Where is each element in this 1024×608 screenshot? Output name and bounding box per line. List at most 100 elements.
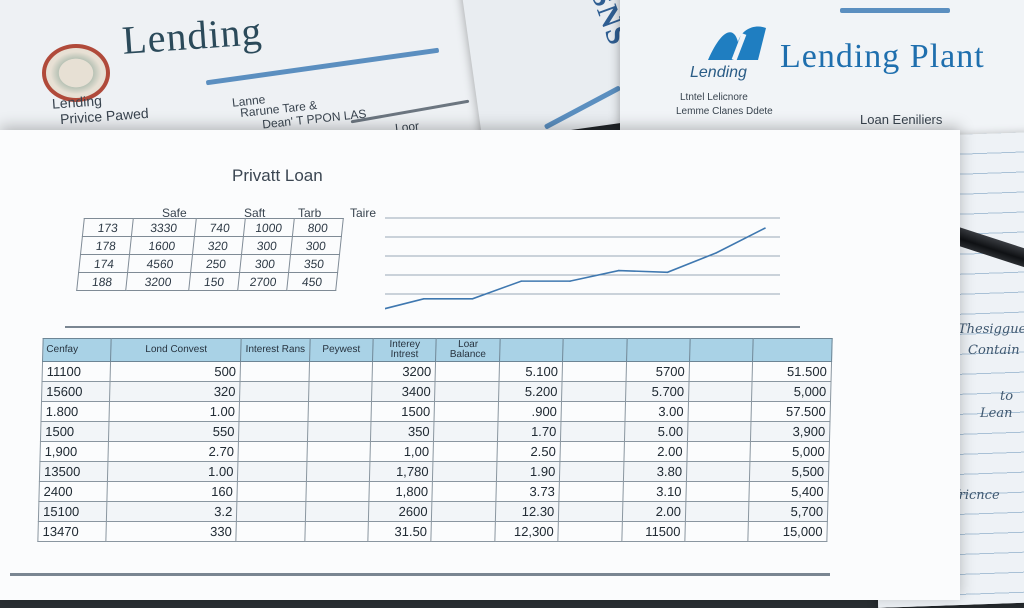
ledger-cell: 5.200 xyxy=(498,381,563,402)
ledger-cell xyxy=(560,421,625,442)
ledger-row: 1.800 1.00 1500 .900 3.00 57.500 xyxy=(40,401,831,422)
ledger-cell xyxy=(562,361,627,382)
ledger-cell xyxy=(305,501,369,522)
ledger-cell: 15100 xyxy=(38,501,108,522)
ledger-cell: 57.500 xyxy=(751,401,831,422)
summary-cell: 300 xyxy=(290,236,342,255)
ledger-cell: .900 xyxy=(497,401,562,422)
ledger-cell xyxy=(238,421,308,442)
ledger-header-cell: Peywest xyxy=(309,338,374,362)
summary-cell: 178 xyxy=(80,236,132,255)
ledger-cell: 1,900 xyxy=(39,441,109,462)
ledger-cell: 3.00 xyxy=(624,401,689,422)
ledger-cell: 320 xyxy=(109,381,241,402)
ledger-cell: 350 xyxy=(370,421,435,442)
ledger-row: 1500 550 350 1.70 5.00 3,900 xyxy=(40,421,830,442)
ledger-cell: 500 xyxy=(110,361,241,382)
ledger-row: 15600 320 3400 5.200 5.700 5,000 xyxy=(41,381,832,402)
ledger-cell xyxy=(559,461,624,482)
chart-point xyxy=(764,227,766,229)
summary-cell: 350 xyxy=(288,254,340,273)
ledger-cell: 3.2 xyxy=(106,501,238,522)
ledger-header-cell xyxy=(689,338,754,362)
ledger-cell: 5700 xyxy=(625,361,690,382)
ledger-cell: 13500 xyxy=(39,461,109,482)
ledger-cell: 1.70 xyxy=(497,421,562,442)
ledger-header-cell: Interey Intrest xyxy=(372,338,437,362)
ledger-cell xyxy=(237,481,307,502)
notebook-line1: Thesiggue xyxy=(958,322,1024,337)
ledger-cell: 1,800 xyxy=(368,481,433,502)
ledger-cell xyxy=(435,361,500,382)
ledger-cell: 1.90 xyxy=(496,461,561,482)
ledger-cell xyxy=(688,361,753,382)
ledger-cell: 1,00 xyxy=(370,441,434,462)
ledger-row: 13470 330 31.50 12,300 11500 15,000 xyxy=(37,521,828,542)
sheet-title: Privatt Loan xyxy=(232,166,323,185)
ledger-cell: 1500 xyxy=(40,421,110,442)
summary-row: 174 4560 250 300 350 xyxy=(78,254,340,273)
ledger-header-cell xyxy=(626,338,691,362)
ledger-cell: 2400 xyxy=(38,481,108,502)
summary-row: 178 1600 320 300 300 xyxy=(80,236,342,255)
ledger-cell xyxy=(557,521,622,542)
summary-cell: 173 xyxy=(82,218,134,237)
summary-cell: 320 xyxy=(192,236,244,255)
ledger-cell: 2.00 xyxy=(623,441,688,462)
summary-header-3: Tarb xyxy=(298,206,322,220)
ledger-cell: 330 xyxy=(106,521,237,542)
ledger-cell: 5,000 xyxy=(750,441,830,462)
ledger-cell xyxy=(237,461,307,482)
ledger-cell xyxy=(308,361,373,382)
ledger-cell xyxy=(431,521,496,542)
ledger-cell: 11100 xyxy=(42,361,112,382)
ledger-cell xyxy=(306,441,371,462)
ledger-cell xyxy=(432,461,497,482)
summary-cell: 300 xyxy=(241,236,293,255)
ledger-cell xyxy=(304,521,369,542)
ledger-cell: 12,300 xyxy=(494,521,559,542)
ledger-cell: 3200 xyxy=(372,361,436,382)
ledger-cell: 3.10 xyxy=(622,481,687,502)
ledger-cell: 2.50 xyxy=(496,441,561,462)
ledger-cell xyxy=(686,461,751,482)
loan-ledger-table: Cenfay Lond Convest Interest Rans Peywest In… xyxy=(37,338,833,542)
ledger-cell xyxy=(559,481,623,502)
ledger-cell xyxy=(307,421,372,442)
chart-point xyxy=(666,271,669,274)
ledger-cell xyxy=(433,441,498,462)
ledger-cell: 31.50 xyxy=(367,521,432,542)
chart-point xyxy=(569,280,571,282)
right-doc-brand: Lending Plant xyxy=(780,38,985,75)
notebook-line3: to xyxy=(1000,389,1014,404)
ledger-cell: 1,780 xyxy=(369,461,434,482)
ledger-cell: 5,000 xyxy=(751,381,832,402)
summary-cell: 188 xyxy=(76,272,128,291)
ledger-cell xyxy=(432,481,497,502)
ledger-row: 2400 160 1,800 3.73 3.10 5,400 xyxy=(38,481,829,502)
ledger-cell xyxy=(684,521,749,542)
ledger-cell: 1.800 xyxy=(40,401,110,422)
chart-point xyxy=(422,298,425,300)
ledger-cell xyxy=(561,381,626,402)
ledger-cell xyxy=(434,381,499,402)
ledger-cell xyxy=(434,401,499,422)
summary-cell: 1600 xyxy=(129,236,195,255)
right-doc-small3: Loan Eeniliers xyxy=(860,112,943,127)
ledger-cell: 12.30 xyxy=(495,501,560,522)
chart-point xyxy=(471,298,474,300)
ledger-cell xyxy=(239,381,309,402)
right-doc-small1: Ltntel Lelicnore xyxy=(680,92,748,103)
ledger-cell: 15600 xyxy=(41,381,111,402)
ledger-cell: 5,500 xyxy=(749,461,829,482)
ledger-cell: 5.700 xyxy=(625,381,689,402)
chart-point xyxy=(520,280,523,282)
summary-cell: 4560 xyxy=(127,254,193,273)
ledger-cell: 2.70 xyxy=(108,441,239,462)
ledger-cell xyxy=(685,481,750,502)
chart-series-line xyxy=(385,227,766,310)
summary-cell: 1000 xyxy=(243,218,295,237)
ledger-cell xyxy=(240,361,310,382)
ledger-cell: 11500 xyxy=(621,521,686,542)
ledger-row: 11100 500 3200 5.100 5700 51.500 xyxy=(42,361,832,382)
